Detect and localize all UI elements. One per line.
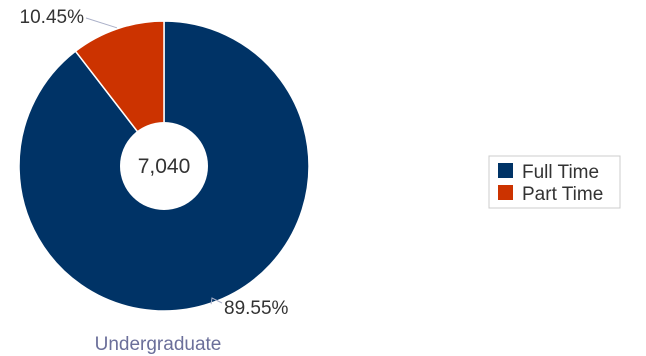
donut-hole (120, 122, 208, 210)
legend: Full Time Part Time (488, 155, 621, 209)
leader-lines-group (85, 17, 223, 305)
legend-label-full-time: Full Time (522, 162, 599, 183)
slice-label-full-time: 89.55% (224, 298, 289, 319)
chart-caption: Undergraduate (95, 334, 222, 355)
center-total-label: 7,040 (138, 155, 191, 178)
legend-swatch-full-time (498, 163, 513, 178)
legend-label-part-time: Part Time (522, 184, 603, 205)
slice-label-part-time: 10.45% (20, 7, 85, 28)
leader-line-part-time (85, 17, 118, 29)
legend-swatch-part-time (498, 185, 513, 200)
leader-line-full-time (210, 297, 223, 305)
